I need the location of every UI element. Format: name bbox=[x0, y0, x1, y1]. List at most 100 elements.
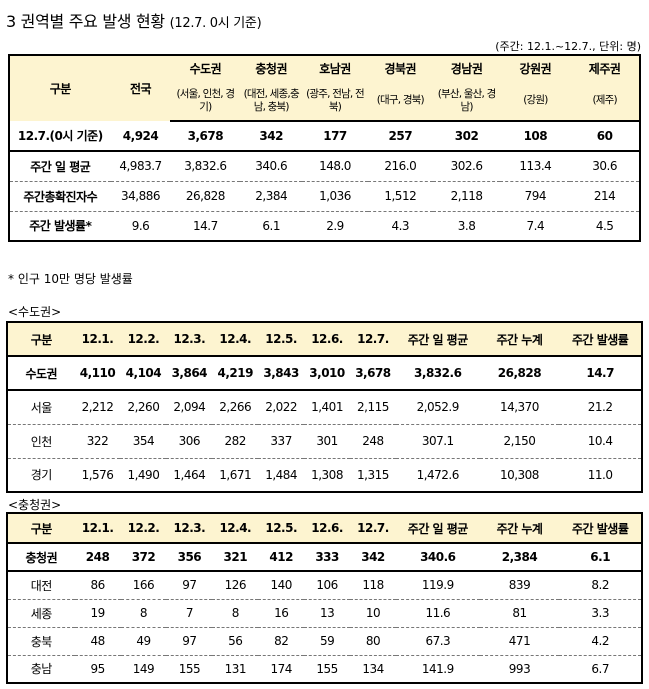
table-cell: 1,315 bbox=[357, 467, 389, 482]
header-cell: 12.3. bbox=[166, 322, 213, 357]
table-row: 주간 발생률* 9.6 14.7 6.1 2.9 4.3 3.8 7.4 4.5 bbox=[9, 211, 640, 241]
table-cell: 8.2 bbox=[559, 571, 642, 600]
table-cell: 19 bbox=[74, 599, 121, 628]
header-cell: 전국 bbox=[129, 82, 152, 96]
header-cell: 호남권 bbox=[319, 62, 351, 76]
table-cell: 301 bbox=[304, 424, 350, 459]
table-cell: 10.4 bbox=[559, 424, 642, 459]
table-cell: 1,308 bbox=[311, 467, 343, 482]
table-cell: 155 bbox=[316, 661, 338, 676]
table-cell: 248 bbox=[74, 543, 121, 572]
capital-table: 구분 12.1. 12.2. 12.3. 12.4. 12.5. 12.6. 1… bbox=[6, 321, 643, 493]
section-label-capital: <수도권> bbox=[8, 305, 62, 319]
table-row: 서울 2,212 2,260 2,094 2,266 2,022 1,401 2… bbox=[7, 390, 642, 425]
table-cell: 993 bbox=[508, 661, 531, 676]
table-cell: 2,052.9 bbox=[395, 390, 480, 425]
regional-subheader-row: (서울, 인천, 경기) (대전, 세종,충남, 충북) (광주, 전남, 전북… bbox=[9, 81, 640, 122]
table-cell: 131 bbox=[224, 661, 247, 676]
unit-label: (주간: 12.1.~12.7., 단위: 명) bbox=[495, 40, 641, 53]
table-cell: 1,576 bbox=[81, 467, 114, 482]
header-cell: 12.1. bbox=[74, 322, 121, 357]
header-cell: 수도권 bbox=[189, 62, 222, 76]
table-row: 수도권 4,110 4,104 3,864 4,219 3,843 3,010 … bbox=[7, 356, 642, 391]
header-cell: 충청권 bbox=[255, 62, 288, 76]
table-cell: 2,266 bbox=[212, 390, 259, 425]
table-cell: 4.2 bbox=[559, 627, 642, 656]
table-cell: 119.9 bbox=[395, 571, 480, 600]
header-cell: 주간 누계 bbox=[479, 513, 560, 544]
table-cell: 97 bbox=[166, 571, 213, 600]
table-cell: 14.7 bbox=[559, 356, 642, 391]
regional-table: 구분 전국 수도권 충청권 호남권 경북권 경남권 강원권 제주권 (서울, 인… bbox=[8, 54, 641, 242]
table-cell: 13 bbox=[304, 599, 351, 628]
table-cell: 56 bbox=[212, 627, 259, 656]
table-cell: 10,308 bbox=[499, 467, 539, 482]
header-cell: 경북권 bbox=[384, 62, 417, 76]
table-cell: 1,036 bbox=[302, 181, 368, 212]
table-cell: 2,094 bbox=[166, 390, 213, 425]
table-cell: 372 bbox=[120, 543, 167, 572]
table-cell: 1,472.6 bbox=[416, 467, 460, 482]
table-cell: 106 bbox=[304, 571, 351, 600]
table-cell: 2,115 bbox=[349, 390, 396, 425]
header-cell: 12.2. bbox=[120, 513, 167, 544]
table-cell: 80 bbox=[350, 627, 396, 656]
table-cell: 354 bbox=[120, 424, 167, 459]
table-cell: 282 bbox=[212, 424, 259, 459]
table-cell: 113.4 bbox=[500, 151, 571, 182]
table-cell: 2,384 bbox=[479, 543, 560, 572]
table-cell: 6.1 bbox=[559, 543, 642, 572]
subheader-cell: (제주) bbox=[570, 81, 640, 122]
subheader-cell: (광주, 전남, 전북) bbox=[302, 81, 368, 122]
subheader-cell: (대전, 세종,충남, 충북) bbox=[240, 81, 303, 122]
header-cell: 12.4. bbox=[212, 513, 259, 544]
table-cell: 2,260 bbox=[120, 390, 167, 425]
table-cell: 1,671 bbox=[219, 467, 252, 482]
table-cell: 97 bbox=[166, 627, 213, 656]
table-row: 인천 322 354 306 282 337 301 248 307.1 2,1… bbox=[7, 424, 642, 459]
table-cell: 4.5 bbox=[595, 218, 614, 233]
table-cell: 340.6 bbox=[395, 543, 480, 572]
row-label: 충남 bbox=[30, 662, 53, 677]
table-cell: 95 bbox=[90, 661, 105, 676]
table-cell: 1,490 bbox=[127, 467, 160, 482]
table-cell: 4,219 bbox=[212, 356, 259, 391]
row-label: 12.7.(0시 기준) bbox=[9, 121, 111, 152]
table-cell: 2,384 bbox=[240, 181, 303, 212]
header-cell: 12.6. bbox=[304, 322, 350, 357]
table-cell: 794 bbox=[500, 181, 571, 212]
subheader-cell: (강원) bbox=[500, 81, 571, 122]
header-cell: 12.6. bbox=[304, 513, 351, 544]
title-main: 3 권역별 주요 발생 현황 bbox=[6, 12, 165, 31]
table-cell: 257 bbox=[367, 121, 433, 152]
table-cell: 3.3 bbox=[559, 599, 642, 628]
table-cell: 337 bbox=[258, 424, 305, 459]
table-cell: 3,832.6 bbox=[395, 356, 480, 391]
table-cell: 14.7 bbox=[193, 218, 218, 233]
table-cell: 321 bbox=[212, 543, 259, 572]
row-label: 대전 bbox=[7, 571, 75, 600]
table-cell: 412 bbox=[258, 543, 305, 572]
table-cell: 3,843 bbox=[258, 356, 305, 391]
table-cell: 302.6 bbox=[432, 151, 501, 182]
table-cell: 26,828 bbox=[170, 181, 241, 212]
table-cell: 3,832.6 bbox=[170, 151, 241, 182]
header-cell: 주간 누계 bbox=[479, 322, 560, 357]
table-row: 충청권 248 372 356 321 412 333 342 340.6 2,… bbox=[7, 543, 642, 572]
table-cell: 81 bbox=[479, 599, 560, 628]
page-title: 3 권역별 주요 발생 현황 (12.7. 0시 기준) bbox=[6, 8, 262, 32]
table-cell: 2,212 bbox=[74, 390, 121, 425]
table-cell: 2.9 bbox=[326, 218, 344, 233]
table-cell: 356 bbox=[166, 543, 213, 572]
table-cell: 342 bbox=[240, 121, 303, 152]
table-row: 주간 일 평균 4,983.7 3,832.6 340.6 148.0 216.… bbox=[9, 151, 640, 182]
table-cell: 134 bbox=[362, 661, 384, 676]
row-label: 수도권 bbox=[7, 356, 75, 391]
row-label: 세종 bbox=[7, 599, 75, 628]
table-cell: 86 bbox=[74, 571, 121, 600]
table-cell: 2,150 bbox=[479, 424, 560, 459]
table-row: 충남 95 149 155 131 174 155 134 141.9 993 … bbox=[7, 655, 642, 683]
table-cell: 34,886 bbox=[110, 181, 171, 212]
table-cell: 60 bbox=[570, 121, 640, 152]
header-cell: 12.1. bbox=[74, 513, 121, 544]
